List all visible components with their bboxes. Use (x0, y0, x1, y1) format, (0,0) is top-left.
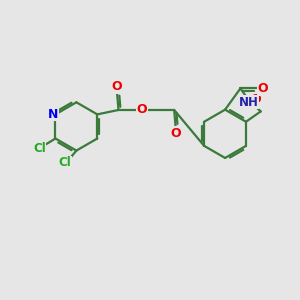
Text: O: O (112, 80, 122, 93)
Text: NH: NH (238, 95, 258, 109)
Text: O: O (258, 82, 268, 95)
Text: Cl: Cl (33, 142, 46, 155)
Text: O: O (137, 103, 147, 116)
Text: N: N (48, 108, 58, 121)
Text: O: O (250, 93, 261, 106)
Text: O: O (170, 127, 181, 140)
Text: Cl: Cl (59, 157, 72, 169)
